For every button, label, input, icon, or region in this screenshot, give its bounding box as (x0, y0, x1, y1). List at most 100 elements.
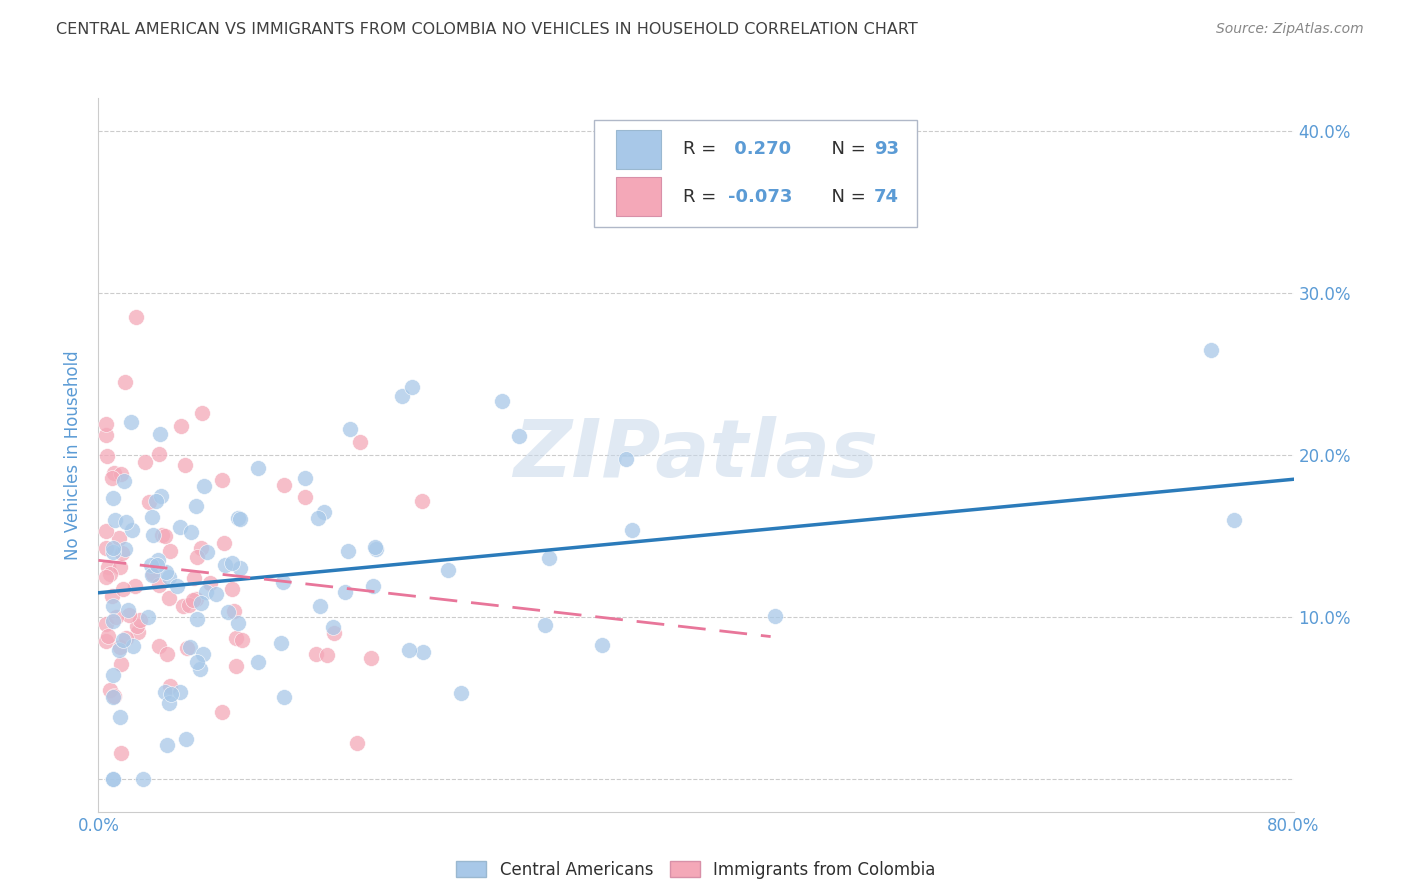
Point (110, 467, 132, 482)
Point (115, 516, 138, 530)
Point (108, 640, 131, 655)
Point (538, 551, 561, 566)
Point (124, 579, 146, 593)
Point (412, 645, 434, 659)
Point (270, 636, 292, 650)
Point (121, 523, 143, 537)
Point (391, 389, 413, 403)
Point (159, 688, 181, 702)
Point (186, 499, 208, 513)
Point (214, 558, 236, 572)
Point (169, 684, 191, 698)
Point (132, 772, 155, 787)
Point (108, 709, 131, 723)
Point (323, 625, 346, 640)
Point (159, 679, 181, 693)
Point (212, 535, 235, 549)
Point (176, 641, 198, 656)
Point (145, 494, 167, 508)
Point (273, 690, 295, 705)
Point (349, 434, 371, 449)
Point (398, 643, 420, 657)
Point (614, 451, 637, 466)
FancyBboxPatch shape (595, 120, 917, 227)
Point (148, 578, 170, 592)
Point (157, 591, 180, 606)
Point (221, 582, 243, 597)
Point (307, 511, 329, 525)
Point (101, 471, 124, 485)
Point (179, 640, 201, 655)
Point (155, 565, 177, 579)
Point (193, 479, 215, 493)
Point (97, 628, 120, 642)
Point (271, 574, 294, 589)
Point (100, 589, 122, 603)
Point (336, 543, 359, 558)
Text: CENTRAL AMERICAN VS IMMIGRANTS FROM COLOMBIA NO VEHICLES IN HOUSEHOLD CORRELATIO: CENTRAL AMERICAN VS IMMIGRANTS FROM COLO… (56, 22, 918, 37)
Point (104, 513, 127, 527)
Point (309, 599, 332, 613)
Point (97, 560, 120, 574)
Point (112, 475, 135, 489)
Point (156, 738, 179, 752)
Point (294, 471, 316, 485)
Point (142, 566, 165, 581)
Point (361, 579, 384, 593)
Point (112, 632, 135, 647)
Point (153, 529, 176, 543)
Point (436, 563, 458, 577)
Point (149, 426, 172, 441)
Point (1223, 513, 1246, 527)
Point (94, 417, 117, 432)
Point (229, 511, 252, 525)
Legend: Central Americans, Immigrants from Colombia: Central Americans, Immigrants from Colom… (450, 855, 942, 886)
Point (103, 466, 125, 480)
Point (491, 393, 513, 408)
Point (127, 624, 149, 639)
Point (231, 633, 253, 648)
Point (141, 567, 163, 582)
Point (322, 620, 344, 634)
FancyBboxPatch shape (616, 177, 661, 216)
Point (120, 416, 142, 430)
Point (184, 592, 207, 607)
Point (103, 690, 125, 704)
Point (226, 511, 249, 525)
Point (94, 428, 117, 442)
Point (190, 596, 212, 610)
Point (146, 553, 169, 567)
Point (304, 647, 326, 661)
Point (117, 602, 139, 616)
Point (134, 455, 156, 469)
Point (148, 447, 170, 461)
Point (98, 567, 121, 582)
Point (181, 592, 204, 607)
Point (94, 616, 117, 631)
Point (103, 599, 125, 614)
Point (166, 579, 188, 593)
Point (150, 528, 173, 542)
Point (228, 615, 250, 630)
Point (173, 458, 195, 472)
Point (118, 607, 141, 622)
Point (246, 461, 269, 475)
Point (103, 491, 125, 506)
Point (111, 546, 134, 560)
Text: Source: ZipAtlas.com: Source: ZipAtlas.com (1216, 22, 1364, 37)
Point (401, 380, 423, 394)
Point (103, 541, 125, 556)
Point (177, 598, 200, 612)
Point (411, 494, 433, 508)
Text: -0.073: -0.073 (728, 187, 793, 205)
Point (150, 490, 173, 504)
Point (221, 556, 243, 570)
Point (186, 612, 208, 626)
Point (169, 418, 191, 433)
Point (114, 632, 136, 646)
Text: N =: N = (820, 141, 872, 159)
Point (1201, 343, 1223, 357)
Point (211, 473, 233, 487)
Point (94, 541, 117, 555)
Point (157, 696, 180, 710)
